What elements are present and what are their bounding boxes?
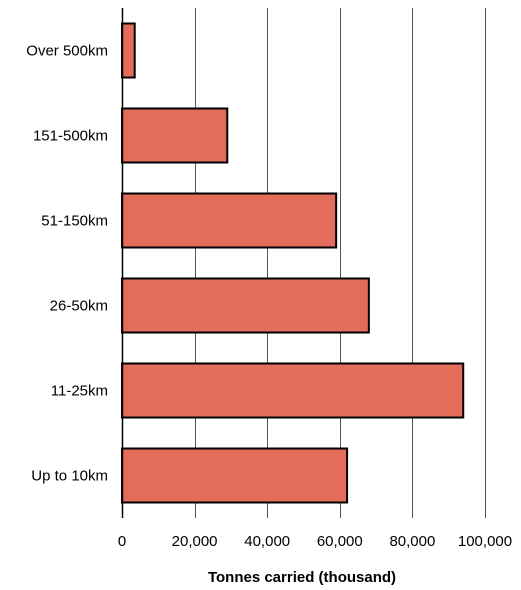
grid-lines <box>195 8 486 518</box>
x-tick-label-6: 100,000 <box>458 533 512 550</box>
y-tick-label-3: 51-150km <box>41 213 108 230</box>
bars <box>121 22 465 504</box>
y-tick-label-1: Over 500km <box>26 43 108 60</box>
x-tick-label-2: 20,000 <box>172 533 218 550</box>
bar-2 <box>121 107 229 164</box>
y-tick-label-2: 151-500km <box>33 128 108 145</box>
x-tick-label-1: 0 <box>118 533 126 550</box>
bar-5 <box>121 362 465 419</box>
x-axis-title: Tonnes carried (thousand) <box>208 569 396 586</box>
x-tick-labels: 0 20,000 40,000 60,000 80,000 100,000 <box>118 533 512 550</box>
y-tick-labels: Over 500km 151-500km 51-150km 26-50km 11-25k… <box>26 43 108 485</box>
y-tick-label-5: 11-25km <box>51 383 108 400</box>
bar-1 <box>121 22 136 79</box>
x-tick-label-3: 40,000 <box>244 533 290 550</box>
y-tick-label-4: 26-50km <box>50 298 108 315</box>
x-tick-label-4: 60,000 <box>317 533 363 550</box>
y-tick-label-6: Up to 10km <box>31 468 108 485</box>
bar-6 <box>121 447 349 504</box>
bar-3 <box>121 192 338 249</box>
x-tick-label-5: 80,000 <box>389 533 435 550</box>
bar-4 <box>121 277 370 334</box>
